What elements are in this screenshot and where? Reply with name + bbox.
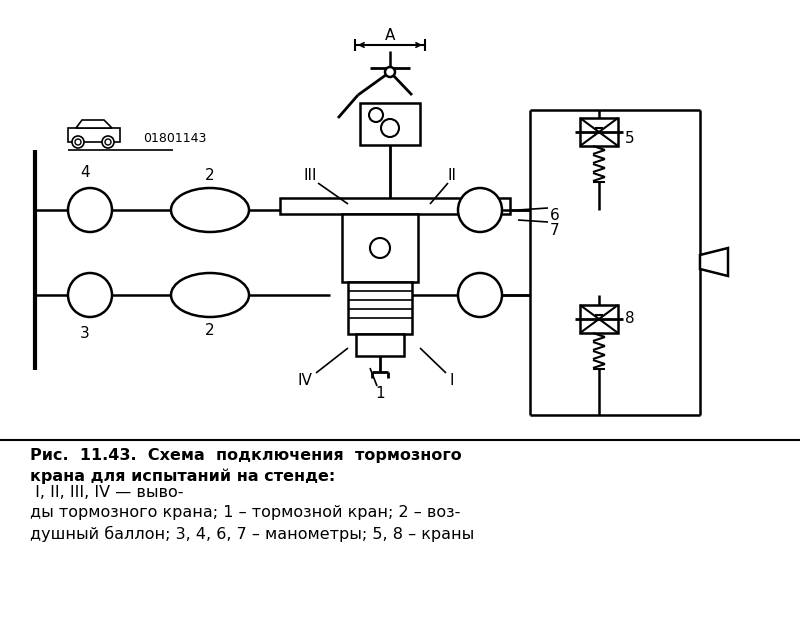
Text: III: III bbox=[303, 167, 317, 183]
Text: A: A bbox=[385, 28, 395, 42]
Bar bbox=[580, 305, 618, 333]
Circle shape bbox=[458, 188, 502, 232]
Text: 01801143: 01801143 bbox=[143, 131, 206, 144]
Text: 3: 3 bbox=[80, 326, 90, 340]
Circle shape bbox=[381, 119, 399, 137]
Bar bbox=[360, 103, 420, 145]
Bar bbox=[356, 334, 404, 356]
Bar bbox=[580, 118, 618, 146]
Text: 6: 6 bbox=[550, 208, 560, 222]
Text: 1: 1 bbox=[375, 385, 385, 401]
Text: 4: 4 bbox=[80, 165, 90, 179]
Bar bbox=[348, 282, 412, 334]
Text: 5: 5 bbox=[625, 131, 635, 146]
Bar bbox=[68, 128, 120, 142]
Bar bbox=[280, 198, 510, 214]
Circle shape bbox=[369, 108, 383, 122]
Text: I, II, III, IV — выво-
ды тормозного крана; 1 – тормозной кран; 2 – воз-
душный : I, II, III, IV — выво- ды тормозного кра… bbox=[30, 485, 474, 542]
Text: 2: 2 bbox=[205, 167, 215, 183]
Bar bbox=[342, 214, 418, 282]
Polygon shape bbox=[76, 120, 112, 128]
Circle shape bbox=[105, 139, 111, 145]
Circle shape bbox=[75, 139, 81, 145]
Ellipse shape bbox=[171, 188, 249, 232]
Circle shape bbox=[370, 238, 390, 258]
Text: I: I bbox=[450, 372, 454, 388]
Circle shape bbox=[102, 136, 114, 148]
Text: 2: 2 bbox=[205, 322, 215, 338]
Polygon shape bbox=[700, 248, 728, 276]
Circle shape bbox=[68, 188, 112, 232]
Circle shape bbox=[385, 67, 395, 77]
Text: 7: 7 bbox=[550, 222, 560, 238]
Text: II: II bbox=[447, 167, 457, 183]
Circle shape bbox=[68, 273, 112, 317]
Circle shape bbox=[458, 273, 502, 317]
Text: 8: 8 bbox=[625, 310, 635, 326]
Circle shape bbox=[72, 136, 84, 148]
Text: Рис.  11.43.  Схема  подключения  тормозного
крана для испытаний на стенде:: Рис. 11.43. Схема подключения тормозного… bbox=[30, 448, 462, 484]
Ellipse shape bbox=[171, 273, 249, 317]
Text: IV: IV bbox=[298, 372, 313, 388]
